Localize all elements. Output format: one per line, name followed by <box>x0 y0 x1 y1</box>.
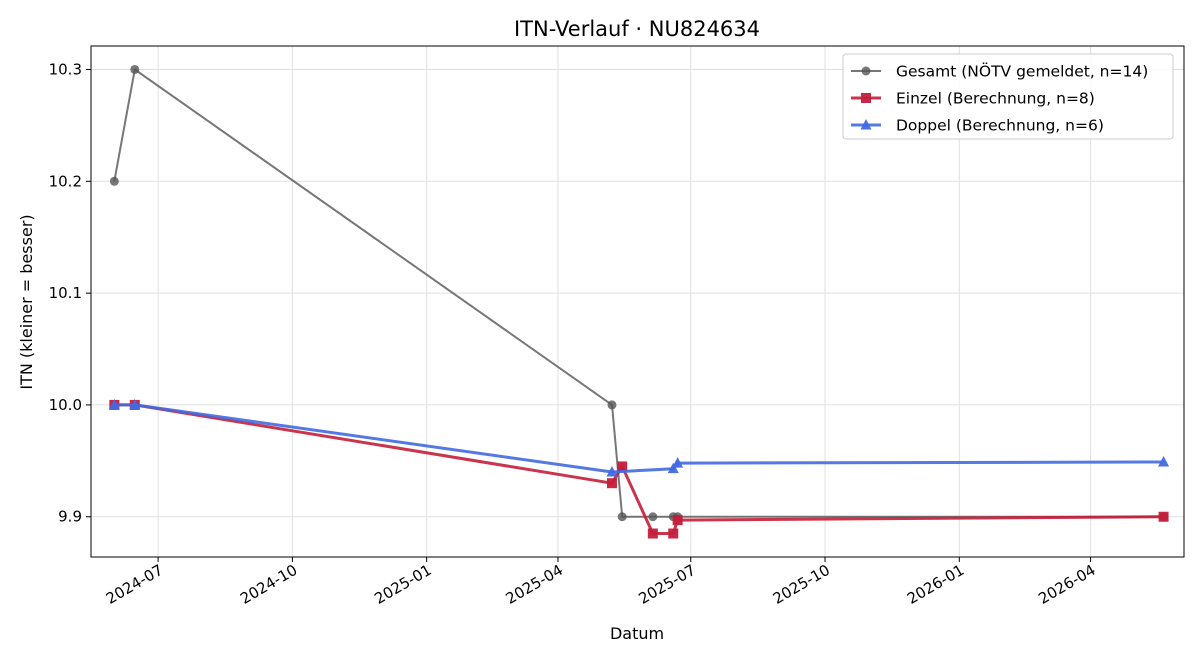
plot-frame <box>90 45 1185 558</box>
legend-swatch-marker <box>861 93 871 103</box>
data-point <box>617 512 627 522</box>
legend-swatch-marker <box>861 66 871 76</box>
x-tick-label: 2025-10 <box>770 561 833 608</box>
data-point <box>667 462 679 474</box>
x-tick-label: 2025-01 <box>371 561 434 608</box>
legend-box <box>842 53 1174 140</box>
data-point <box>672 515 683 526</box>
data-point <box>606 478 617 489</box>
data-point <box>648 512 658 522</box>
y-tick-label: 10.2 <box>49 172 82 190</box>
data-point <box>617 461 628 472</box>
data-point <box>647 528 658 539</box>
legend-entry: Doppel (Berechnung, n=6) <box>896 117 1104 135</box>
chart-title: ITN-Verlauf · NU824634 <box>514 17 760 41</box>
data-point <box>606 466 618 477</box>
data-point <box>108 398 120 410</box>
x-tick-label: 2026-04 <box>1035 561 1098 608</box>
data-point <box>1158 511 1169 522</box>
legend-swatch-marker <box>860 119 872 130</box>
series-line <box>114 403 1164 474</box>
y-tick-label: 9.9 <box>58 508 82 526</box>
legend: Gesamt (NÖTV gemeldet, n=14) Einzel (Bere… <box>842 53 1174 140</box>
y-tick-label: 10.3 <box>49 60 82 78</box>
y-tick-label: 10.1 <box>49 284 82 302</box>
data-point <box>130 64 140 74</box>
x-tick-label: 2024-10 <box>237 561 300 608</box>
data-point <box>1158 455 1170 467</box>
x-tick-label: 2025-04 <box>503 561 566 608</box>
x-axis: 2024-07 2024-10 2025-01 2025-04 2025-07 2025-… <box>103 557 1099 608</box>
data-point <box>672 457 684 468</box>
y-axis: 9.9 10.0 10.1 10.2 10.3 <box>49 60 91 526</box>
series-layer <box>108 64 1170 539</box>
data-point <box>668 528 679 539</box>
legend-entry: Gesamt (NÖTV gemeldet, n=14) <box>896 62 1148 81</box>
x-tick-label: 2024-07 <box>103 561 166 608</box>
data-point <box>607 400 617 410</box>
data-point <box>129 398 141 410</box>
x-tick-label: 2026-01 <box>904 561 967 608</box>
y-axis-label: ITN (kleiner = besser) <box>17 214 36 389</box>
x-tick-label: 2025-07 <box>635 561 698 608</box>
y-tick-label: 10.0 <box>49 396 82 414</box>
x-axis-label: Datum <box>610 624 664 643</box>
legend-entry: Einzel (Berechnung, n=8) <box>896 90 1095 108</box>
data-point <box>109 176 119 186</box>
series-triangle <box>108 398 1170 477</box>
